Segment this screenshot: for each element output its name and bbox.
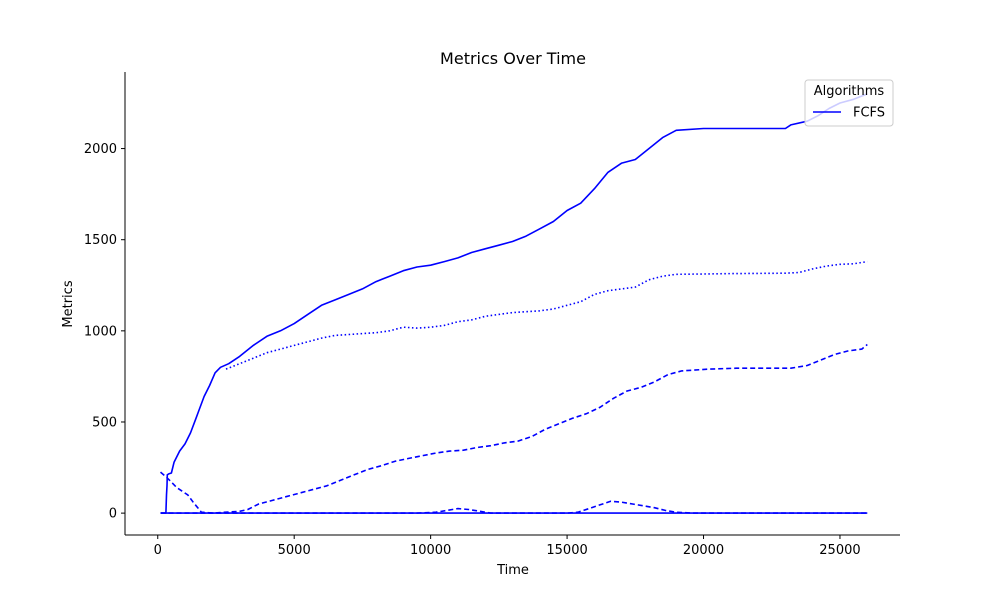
y-tick-label: 0 bbox=[109, 507, 117, 522]
x-tick-label: 20000 bbox=[683, 543, 724, 558]
y-tick-label: 1500 bbox=[84, 233, 117, 248]
x-tick-label: 10000 bbox=[410, 543, 451, 558]
y-tick-label: 500 bbox=[92, 415, 117, 430]
plot-area bbox=[159, 93, 868, 514]
series-line-1 bbox=[160, 93, 868, 514]
legend-box bbox=[804, 79, 894, 127]
legend: Algorithms FCFS bbox=[804, 79, 894, 127]
x-tick-label: 5000 bbox=[278, 543, 311, 558]
legend-title: Algorithms bbox=[814, 84, 885, 99]
y-ticks: 0 500 1000 1500 2000 bbox=[84, 142, 125, 522]
series-line-3 bbox=[159, 343, 868, 514]
y-tick-label: 2000 bbox=[84, 142, 117, 157]
x-axis-label: Time bbox=[496, 563, 529, 578]
y-axis-label: Metrics bbox=[61, 280, 76, 327]
y-tick-label: 1000 bbox=[84, 324, 117, 339]
series-line-4 bbox=[160, 500, 868, 514]
series-line-2 bbox=[225, 260, 868, 370]
axes bbox=[124, 72, 900, 536]
legend-label-fcfs: FCFS bbox=[853, 106, 885, 121]
x-tick-label: 25000 bbox=[819, 543, 860, 558]
x-tick-label: 0 bbox=[154, 543, 162, 558]
x-ticks: 0 5000 10000 15000 20000 25000 bbox=[154, 535, 861, 558]
x-tick-label: 15000 bbox=[546, 543, 587, 558]
chart-title: Metrics Over Time bbox=[440, 49, 586, 68]
